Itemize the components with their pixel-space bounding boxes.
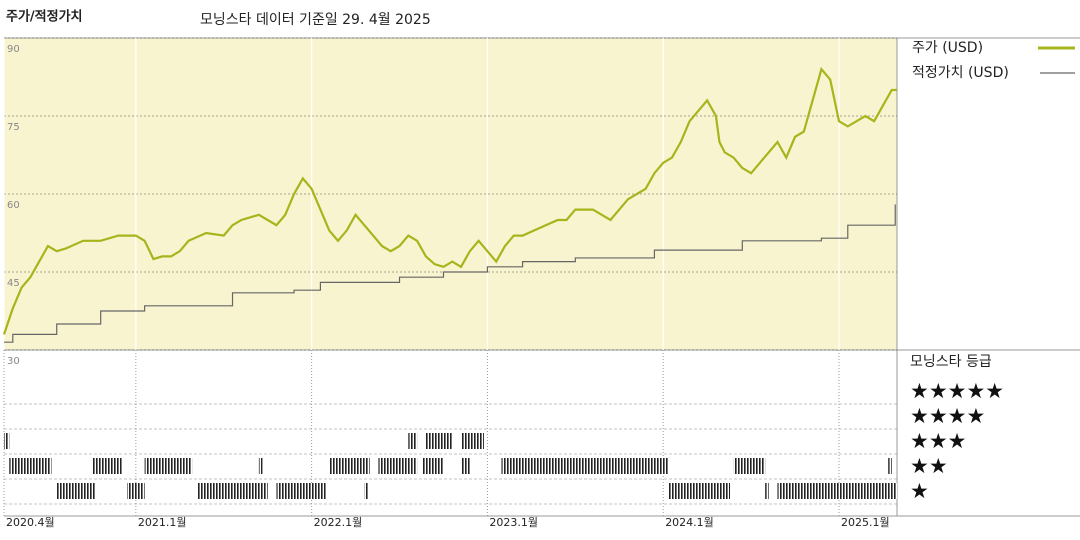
rating-period <box>258 458 263 474</box>
rating-period <box>408 433 418 449</box>
y-tick-label: 45 <box>7 278 20 289</box>
rating-period <box>364 483 368 499</box>
line-series <box>2 66 897 335</box>
y-tick-label: 75 <box>7 122 20 133</box>
legend-label: 주가 (USD) <box>912 40 983 56</box>
x-tick-label: 2024.1월 <box>665 516 714 529</box>
rating-period <box>127 483 145 499</box>
rating-period <box>777 483 897 499</box>
rating-period <box>378 458 418 474</box>
x-tick-label: 2023.1월 <box>489 516 538 529</box>
y-tick-label: 30 <box>7 356 20 367</box>
rating-level: ★★ <box>910 454 948 478</box>
rating-period <box>461 433 484 449</box>
x-tick-label: 2020.4월 <box>6 516 55 529</box>
rating-period <box>733 458 766 474</box>
rating-level: ★★★ <box>910 429 966 453</box>
rating-level: ★★★★★ <box>910 379 1004 403</box>
chart-title: 주가/적정가치 <box>6 9 83 25</box>
rating-level: ★ <box>910 479 929 503</box>
ratings-title: 모닝스타 등급 <box>910 354 992 370</box>
rating-period <box>329 458 370 474</box>
x-tick-label: 2025.1월 <box>841 516 890 529</box>
rating-period <box>888 458 892 474</box>
line-series <box>4 204 896 343</box>
rating-period <box>422 458 444 474</box>
rating-period <box>144 458 193 474</box>
rating-period <box>668 483 731 499</box>
rating-period <box>91 458 122 474</box>
legend-label: 적정가치 (USD) <box>912 65 1009 81</box>
rating-period <box>425 433 453 449</box>
x-tick-label: 2022.1월 <box>314 516 363 529</box>
rating-period <box>765 483 769 499</box>
rating-period <box>501 458 669 474</box>
rating-period <box>4 433 10 449</box>
x-tick-label: 2021.1월 <box>138 516 187 529</box>
y-tick-label: 60 <box>7 200 20 211</box>
y-tick-label: 90 <box>7 44 20 55</box>
rating-period <box>276 483 326 499</box>
rating-level: ★★★★ <box>910 404 985 428</box>
rating-period <box>197 483 268 499</box>
rating-period <box>9 458 52 474</box>
rating-period <box>56 483 96 499</box>
rating-period <box>461 458 470 474</box>
chart-subtitle: 모닝스타 데이터 기준일 29. 4월 2025 <box>200 12 431 28</box>
